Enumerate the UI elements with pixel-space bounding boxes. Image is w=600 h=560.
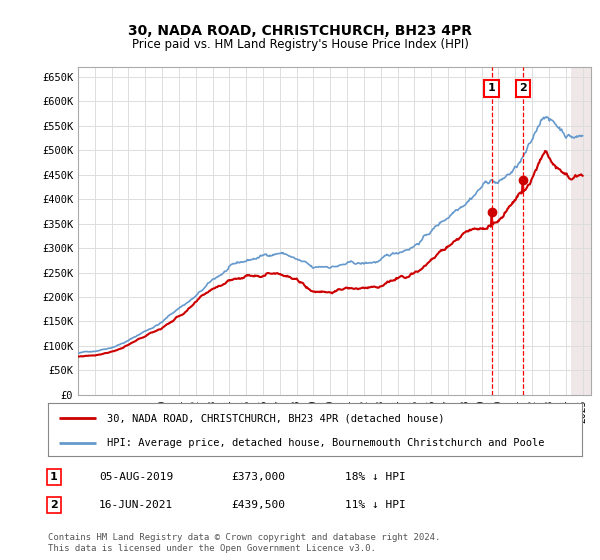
Text: 05-AUG-2019: 05-AUG-2019 [99,472,173,482]
Text: Price paid vs. HM Land Registry's House Price Index (HPI): Price paid vs. HM Land Registry's House … [131,38,469,51]
Text: 18% ↓ HPI: 18% ↓ HPI [345,472,406,482]
Text: 2: 2 [50,500,58,510]
Text: 16-JUN-2021: 16-JUN-2021 [99,500,173,510]
Text: £373,000: £373,000 [231,472,285,482]
Text: 30, NADA ROAD, CHRISTCHURCH, BH23 4PR (detached house): 30, NADA ROAD, CHRISTCHURCH, BH23 4PR (d… [107,413,444,423]
Text: HPI: Average price, detached house, Bournemouth Christchurch and Poole: HPI: Average price, detached house, Bour… [107,438,544,448]
Bar [571,67,591,395]
Text: 1: 1 [50,472,58,482]
Text: Contains HM Land Registry data © Crown copyright and database right 2024.
This d: Contains HM Land Registry data © Crown c… [48,533,440,553]
Text: 1: 1 [488,83,496,93]
Text: 11% ↓ HPI: 11% ↓ HPI [345,500,406,510]
Text: 30, NADA ROAD, CHRISTCHURCH, BH23 4PR: 30, NADA ROAD, CHRISTCHURCH, BH23 4PR [128,24,472,38]
Text: 2: 2 [519,83,527,93]
Text: £439,500: £439,500 [231,500,285,510]
